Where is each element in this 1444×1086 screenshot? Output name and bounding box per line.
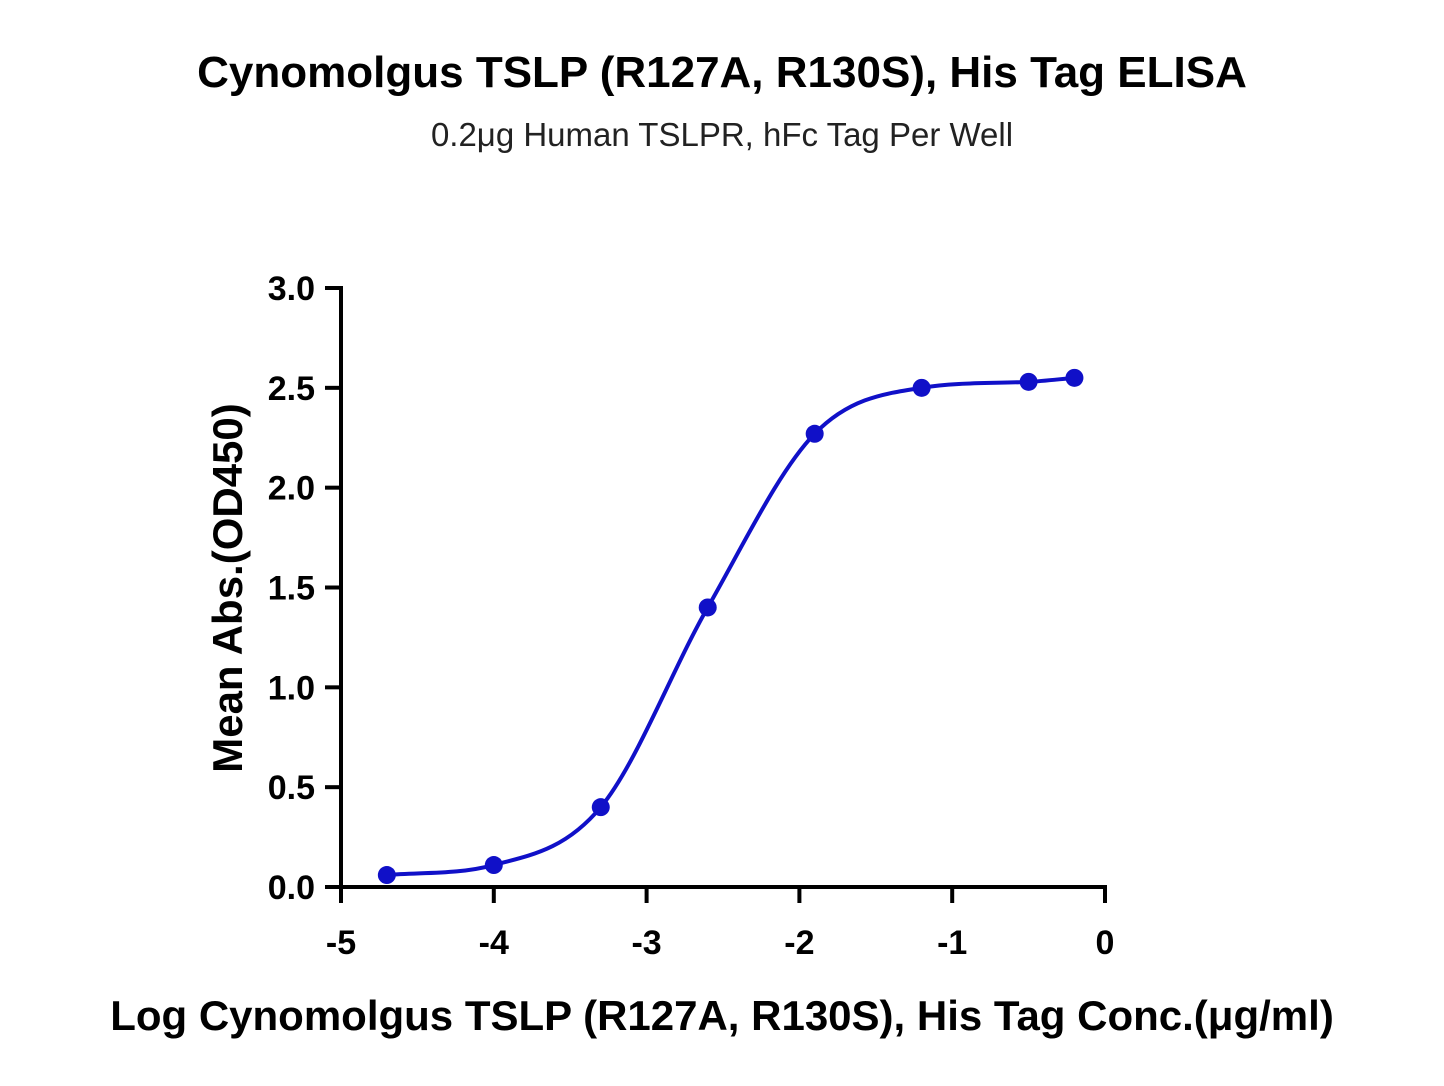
y-tick-label: 0.0 <box>268 869 315 907</box>
data-points <box>377 368 1084 885</box>
y-axis-title: Mean Abs.(OD450) <box>204 403 251 773</box>
fit-curve <box>386 375 1075 878</box>
data-point <box>377 866 396 885</box>
ticks: -5 -4 -3 -2 -1 0 0.0 0.5 1.0 1.5 2.0 2.5 3.0 <box>268 270 1115 962</box>
y-tick-label: 0.5 <box>268 769 315 807</box>
x-tick-label: -5 <box>326 924 356 962</box>
data-point <box>805 424 824 443</box>
data-point <box>591 798 610 817</box>
x-tick-label: -1 <box>937 924 967 962</box>
y-tick-label: 3.0 <box>268 270 315 308</box>
x-axis-title: Log Cynomolgus TSLP (R127A, R130S), His … <box>110 992 1334 1039</box>
y-tick-label: 1.0 <box>268 669 315 707</box>
chart-title: Cynomolgus TSLP (R127A, R130S), His Tag … <box>197 48 1247 97</box>
y-tick-label: 2.0 <box>268 470 315 508</box>
y-tick-label: 1.5 <box>268 570 315 608</box>
y-tick-label: 2.5 <box>268 370 315 408</box>
x-tick-label: 0 <box>1096 924 1115 962</box>
x-tick-label: -3 <box>631 924 661 962</box>
x-tick-label: -2 <box>784 924 814 962</box>
axes <box>339 286 1107 889</box>
data-point <box>484 856 503 875</box>
data-point <box>1065 368 1084 387</box>
x-tick-label: -4 <box>479 924 509 962</box>
data-point <box>912 378 931 397</box>
data-point <box>698 598 717 617</box>
data-point <box>1019 372 1038 391</box>
chart-subtitle: 0.2μg Human TSLPR, hFc Tag Per Well <box>430 116 1014 153</box>
